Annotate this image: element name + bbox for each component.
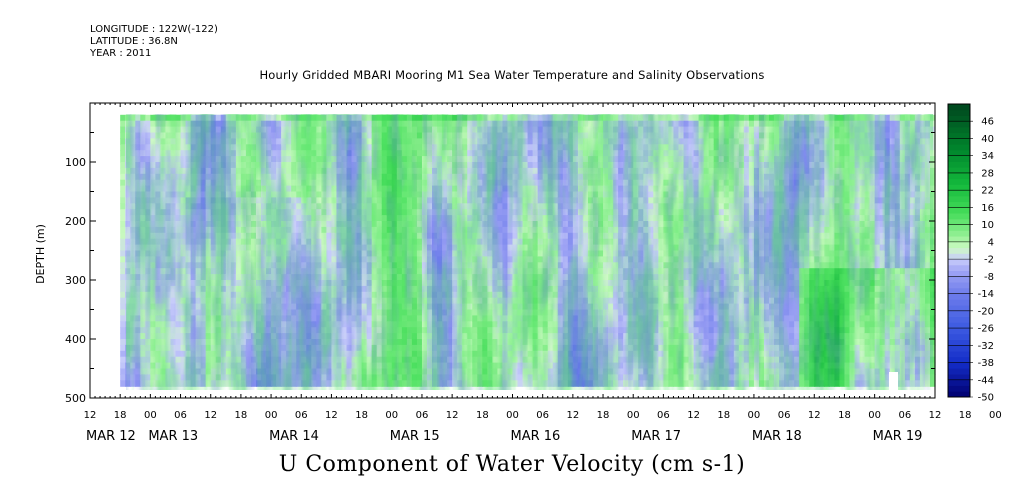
heatmap-cell — [120, 274, 126, 281]
heatmap-cell — [120, 167, 126, 175]
chart-title: Hourly Gridded MBARI Mooring M1 Sea Wate… — [259, 68, 765, 82]
heatmap-cell — [120, 114, 126, 122]
heatmap-cell — [120, 303, 126, 311]
heatmap-cell — [120, 333, 126, 340]
heatmap-cell — [120, 250, 126, 257]
heatmap-cell — [120, 291, 126, 299]
heatmap-cell — [120, 226, 126, 234]
heatmap-cell — [120, 339, 126, 346]
heatmap-cell — [120, 156, 126, 163]
heatmap-cell — [120, 162, 126, 169]
latitude-label: LATITUDE : 36.8N — [90, 36, 178, 47]
heatmap-cell — [120, 221, 126, 228]
heatmap-cell — [120, 350, 126, 358]
heatmap-cell — [120, 120, 126, 128]
heatmap-cell — [120, 297, 126, 305]
heatmap-cell — [120, 321, 126, 328]
heatmap-cell — [120, 179, 126, 187]
heatmap-cell — [120, 191, 126, 198]
heatmap-cell — [120, 356, 126, 364]
heatmap-cell — [120, 173, 126, 181]
longitude-label: LONGITUDE : 122W(-122) — [90, 24, 218, 35]
heatmap-cell — [120, 203, 126, 210]
heatmap-cell — [120, 209, 126, 216]
heatmap-cell — [120, 144, 126, 151]
y-axis-label: DEPTH (m) — [34, 224, 47, 284]
heatmap-cell — [120, 268, 126, 275]
heatmap-cell — [120, 344, 126, 352]
heatmap-cell — [120, 380, 126, 387]
heatmap-cell — [120, 238, 126, 246]
heatmap-cell — [120, 185, 126, 193]
heatmap-cell — [120, 374, 126, 381]
heatmap-cell — [120, 215, 126, 222]
heatmap-cell — [120, 309, 126, 316]
heatmap-cell — [120, 150, 126, 157]
heatmap-cell — [120, 327, 126, 334]
heatmap-cell — [120, 362, 126, 370]
heatmap-cell — [120, 368, 126, 375]
heatmap-cell — [120, 232, 126, 240]
heatmap-cell — [120, 280, 126, 287]
heatmap-cell — [120, 262, 126, 269]
heatmap-cell — [120, 315, 126, 322]
heatmap-cell — [120, 244, 126, 252]
heatmap-cell — [120, 132, 126, 139]
heatmap-cell — [120, 285, 126, 293]
heatmap-cell — [120, 256, 126, 263]
heatmap-cell — [120, 126, 126, 134]
year-label: YEAR : 2011 — [90, 48, 152, 59]
heatmap-cell — [120, 138, 126, 145]
heatmap-cell — [120, 197, 126, 204]
